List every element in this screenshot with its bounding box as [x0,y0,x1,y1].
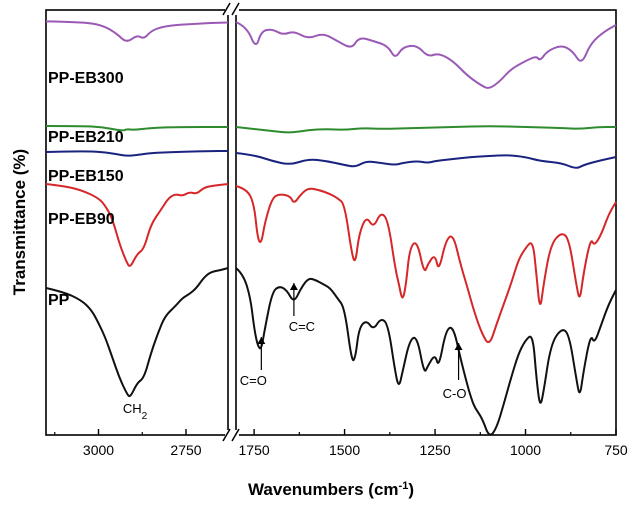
frame-left-part [45,9,229,436]
series-line-pp-eb90 [235,185,617,344]
annotation-ch2: CH2 [123,401,148,422]
series-line-pp-eb150 [45,150,228,157]
series-labels: PP-EB300 PP-EB210 PP-EB150 PP-EB90 PP [48,70,124,309]
x-tick-label: 750 [604,442,628,458]
x-axis-title-close: ) [408,480,414,499]
annotation-cc-double: C=C [289,319,315,334]
plot-frame [45,2,617,442]
x-axis-title-main: Wavenumbers (cm [248,480,399,499]
frame-right-part [235,9,617,436]
annotation-ch2-main: CH [123,401,142,416]
y-axis-title: Transmittance (%) [10,149,29,295]
axis-break-mark-bottom-2 [231,428,240,442]
series-label-pp-eb90: PP-EB90 [48,211,115,228]
series-label-pp-eb300: PP-EB300 [48,70,124,87]
series-line-pp [45,267,229,398]
series-line-pp-eb90 [45,183,229,267]
x-tick-label: 1750 [239,442,270,458]
axis-break-mark-bottom-1 [222,428,231,442]
axis-break-gap-top [225,5,239,15]
series-label-pp: PP [48,292,70,309]
series-label-pp-eb150: PP-EB150 [48,168,124,185]
axis-break-mark-top-2 [231,2,240,16]
axis-break-gap-bottom [225,430,239,440]
x-axis-title-sup: -1 [399,480,409,492]
x-tick-label: 1500 [329,442,360,458]
annotations: CH2 C=O C=C C-O [123,283,467,422]
series-line-pp-eb300 [235,21,617,89]
series-lines [45,20,617,436]
x-tick-label: 2750 [170,442,201,458]
x-tick-label: 3000 [83,442,114,458]
x-tick-label: 1000 [510,442,541,458]
x-axis-ticks: 3000 2750 1750 1500 1250 1000 750 [54,429,628,458]
annotation-co-single: C-O [443,386,467,401]
axis-break-mark-top-1 [222,2,231,16]
series-line-pp-eb300 [45,20,229,42]
x-axis-title: Wavenumbers (cm-1) [248,480,414,499]
series-line-pp-eb210 [45,125,228,132]
annotation-cc-double-arrow-head [289,283,298,290]
annotation-co-double-arrow-head [257,337,266,344]
series-label-pp-eb210: PP-EB210 [48,129,124,146]
series-line-pp-eb210 [235,125,616,134]
annotation-co-double: C=O [240,373,267,388]
series-line-pp [235,267,617,436]
annotation-co-single-arrow-head [454,343,463,350]
annotation-ch2-sub: 2 [142,411,148,422]
series-line-pp-eb150 [235,152,617,169]
x-tick-label: 1250 [419,442,450,458]
